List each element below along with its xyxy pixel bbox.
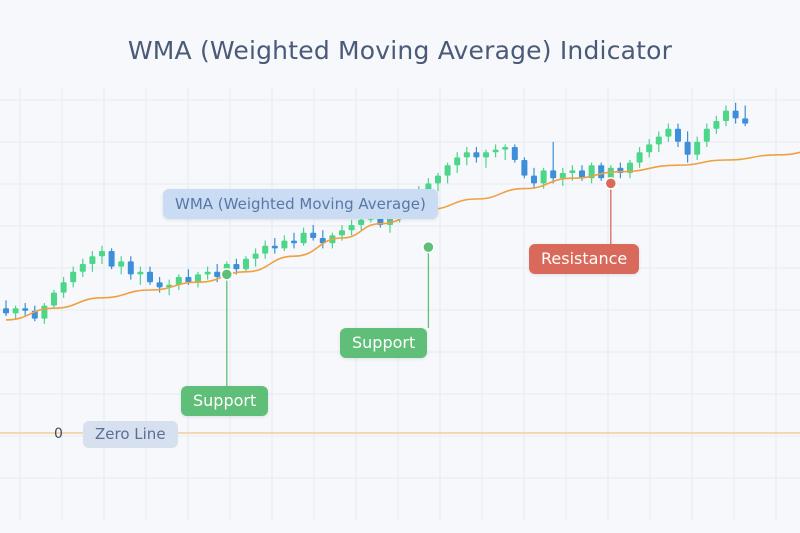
candle-bull: [339, 230, 345, 236]
candle-bull: [51, 292, 57, 306]
candle-bear: [127, 261, 134, 275]
candle-bear: [531, 175, 537, 184]
candle-bear: [579, 170, 585, 179]
wma-label: WMA (Weighted Moving Average): [163, 189, 438, 219]
candle-bull: [703, 128, 710, 142]
candle-bear: [214, 271, 221, 277]
candle-bull: [60, 282, 67, 293]
candle-bear: [3, 308, 9, 314]
candle-bull: [435, 175, 441, 184]
chart-title: WMA (Weighted Moving Average) Indicator: [127, 36, 673, 65]
candle-bear: [550, 170, 557, 179]
candle-bull: [70, 271, 77, 283]
candle-bull: [444, 165, 451, 176]
candle-bull: [262, 245, 269, 254]
candle-bull: [358, 219, 365, 225]
candle-bull: [559, 173, 566, 179]
candle-bull: [569, 170, 576, 173]
candle-bear: [108, 251, 115, 267]
candle-bear: [271, 245, 278, 249]
candle-bull: [99, 251, 105, 257]
candle-bull: [502, 147, 509, 150]
support-label-right: Support: [340, 328, 428, 358]
candle-bear: [598, 165, 605, 179]
candle-bull: [175, 277, 182, 285]
candle-bear: [156, 282, 163, 288]
candle-bull: [454, 157, 461, 166]
wma-line: [5, 151, 800, 321]
candle-bear: [732, 110, 739, 119]
annotation-connectors: [220, 177, 618, 386]
candle-bear: [22, 308, 29, 311]
candle-bull: [89, 256, 96, 264]
candle-bear: [291, 240, 297, 244]
candle-bull: [694, 141, 701, 155]
candle-bull: [627, 162, 633, 173]
support-label-left: Support: [181, 386, 269, 416]
candle-bear: [473, 152, 480, 158]
candle-bull: [492, 149, 499, 153]
candle-bull: [204, 271, 211, 275]
candle-bull: [118, 261, 125, 267]
candle-bear: [511, 147, 518, 160]
resistance-label: Resistance: [529, 244, 640, 274]
candle-bear: [684, 141, 691, 155]
candle-bull: [723, 110, 729, 121]
candle-bear: [742, 118, 749, 124]
candle-bear: [521, 160, 528, 176]
candle-bull: [300, 232, 307, 244]
candle-bull: [281, 240, 288, 249]
candle-bull: [41, 305, 48, 319]
candle-bull: [463, 152, 470, 158]
annotation-dot: [422, 240, 435, 254]
candle-bull: [483, 152, 489, 158]
candle-bull: [137, 271, 144, 275]
candle-bull: [646, 144, 653, 153]
candle-bull: [588, 165, 595, 179]
candle-bull: [540, 170, 547, 184]
candle-bull: [195, 274, 201, 283]
candle-bull: [12, 308, 19, 314]
candle-bear: [185, 277, 192, 283]
annotation-dot: [604, 177, 618, 190]
candle-bear: [675, 128, 681, 142]
grid: [0, 88, 800, 520]
candle-bull: [655, 136, 662, 145]
candle-bull: [243, 258, 249, 270]
annotation-dot: [220, 268, 234, 281]
candle-bear: [233, 264, 240, 270]
candle-bull: [713, 121, 720, 129]
candle-bull: [79, 264, 86, 272]
zero-value: 0: [54, 426, 63, 442]
candle-bull: [252, 253, 259, 259]
candle-bull: [348, 225, 355, 231]
candle-bear: [310, 232, 317, 238]
candle-bear: [147, 271, 153, 283]
candle-bull: [665, 128, 672, 137]
candle-bull: [636, 152, 643, 163]
zero-line-label: Zero Line: [83, 421, 178, 448]
